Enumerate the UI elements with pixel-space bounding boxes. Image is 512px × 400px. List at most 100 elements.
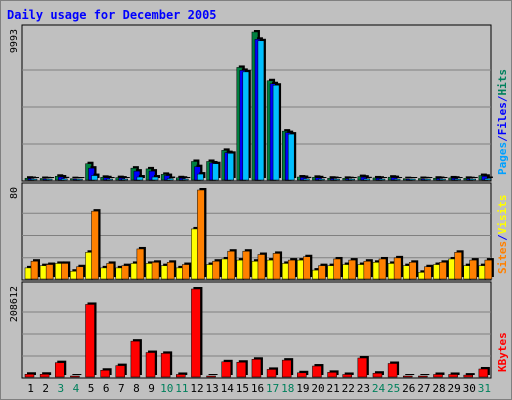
bar-kbytes-day-22 [342, 374, 352, 378]
bar-pages-day-12 [197, 173, 204, 181]
x-tick-label: 19 [296, 382, 309, 395]
bar-kbytes-day-25 [387, 363, 398, 378]
bar-pages-day-2-shadow [48, 177, 55, 178]
x-tick-label: 28 [432, 382, 445, 395]
legend-requests: Pages/Files/Hits [496, 69, 509, 175]
bar-pages-day-17 [272, 84, 280, 181]
bar-sites-day-1 [30, 260, 39, 280]
x-tick-label: 9 [148, 382, 155, 395]
bar-kbytes-day-1 [24, 374, 35, 378]
x-tick-label: 13 [205, 382, 218, 395]
y-max-label-requests: 9993 [9, 29, 20, 53]
bar-pages-day-23-shadow [365, 176, 372, 178]
legend-entry: / [496, 95, 509, 102]
bar-pages-day-1-shadow [33, 177, 39, 178]
bar-sites-day-22 [348, 259, 356, 280]
bar-kbytes-day-24 [372, 372, 383, 378]
x-tick-label: 18 [281, 382, 294, 395]
bar-pages-day-22-shadow [350, 177, 357, 178]
bar-pages-day-23 [363, 178, 371, 181]
bar-pages-day-16 [257, 40, 265, 181]
x-tick-label: 17 [266, 382, 279, 395]
bar-kbytes-day-31 [478, 368, 489, 378]
legend-entry: KBytes [496, 332, 509, 372]
bar-sites-day-23 [363, 260, 372, 280]
panel-requests: 9993 Pages/Files/Hits [9, 24, 509, 182]
bar-kbytes-day-23 [357, 357, 368, 378]
bar-sites-day-16 [257, 254, 266, 280]
bar-sites-day-26 [408, 262, 417, 280]
bar-kbytes-day-2-shadow [42, 372, 52, 375]
bar-sites-day-18 [287, 259, 296, 280]
legend-kbytes: KBytes [496, 332, 509, 372]
bar-files-day-19-shadow [302, 175, 309, 178]
bar-pages-day-9-shadow [154, 175, 161, 178]
bar-pages-day-6-shadow [108, 177, 115, 178]
bar-pages-day-10 [166, 178, 174, 181]
bar-pages-day-27 [424, 178, 431, 181]
x-tick-label: 27 [417, 382, 430, 395]
bar-pages-day-25-shadow [396, 177, 403, 178]
panel-visits: 80 Sites/Visits [9, 182, 509, 281]
x-tick-label: 3 [58, 382, 65, 395]
x-tick-label: 30 [463, 382, 476, 395]
bar-kbytes-day-22-shadow [344, 372, 354, 375]
bar-kbytes-day-13-shadow [208, 374, 218, 375]
bar-pages-day-25 [393, 178, 401, 181]
bar-pages-day-26-shadow [411, 177, 418, 178]
bar-kbytes-day-13 [206, 375, 216, 378]
x-tick-label: 2 [42, 382, 49, 395]
x-tick-label: 22 [342, 382, 355, 395]
bar-kbytes-day-14 [221, 361, 231, 378]
bar-pages-day-9 [151, 176, 159, 181]
x-tick-label: 26 [402, 382, 415, 395]
legend-entry: Visits [496, 195, 509, 235]
bar-pages-day-20-shadow [320, 177, 327, 178]
bar-kbytes-day-5 [85, 304, 95, 378]
bar-pages-day-31-shadow [486, 176, 493, 178]
x-tick-label: 5 [88, 382, 95, 395]
legend-entry: / [496, 234, 509, 241]
bar-sites-day-19 [303, 256, 311, 280]
bar-pages-day-8-shadow [138, 175, 145, 178]
bar-sites-day-20 [318, 265, 326, 280]
bar-kbytes-day-4 [70, 375, 80, 378]
bar-sites-day-25 [393, 257, 402, 280]
bar-sites-day-10 [166, 262, 175, 280]
bar-sites-day-13 [212, 260, 220, 280]
x-tick-label: 16 [251, 382, 264, 395]
bar-kbytes-day-28-shadow [435, 372, 445, 375]
bar-files-day-23-shadow [362, 175, 369, 178]
bar-pages-day-14 [227, 153, 234, 181]
y-max-label-kbytes: 208612 [9, 286, 20, 322]
x-tick-label: 24 [372, 382, 386, 395]
bar-pages-day-28-shadow [441, 177, 448, 178]
x-tick-label: 14 [221, 382, 235, 395]
x-tick-label: 21 [327, 382, 340, 395]
legend-visits: Sites/Visits [496, 195, 509, 275]
bar-kbytes-day-4-shadow [72, 374, 82, 375]
x-tick-label: 8 [133, 382, 140, 395]
bar-sites-day-14 [227, 250, 235, 280]
bar-pages-day-30 [469, 178, 476, 181]
bar-kbytes-day-26-shadow [405, 374, 415, 375]
bar-sites-day-15 [242, 250, 251, 280]
bar-pages-day-30-shadow [471, 177, 478, 178]
bar-pages-day-19-shadow [305, 176, 312, 178]
bar-pages-day-24 [378, 178, 386, 181]
legend-entry: Sites [496, 241, 509, 274]
bar-kbytes-day-30-shadow [465, 373, 475, 375]
bar-sites-day-7 [121, 265, 130, 280]
bar-files-day-3-shadow [60, 175, 67, 178]
bar-pages-day-8 [136, 176, 144, 181]
bar-files-day-25-shadow [393, 175, 400, 178]
x-tick-label: 31 [478, 382, 491, 395]
bar-pages-day-19 [303, 178, 310, 181]
bar-sites-day-27 [424, 266, 432, 280]
bar-pages-day-3 [61, 178, 68, 181]
bar-files-day-20-shadow [317, 175, 324, 178]
bar-pages-day-15 [242, 71, 250, 181]
bar-pages-day-21 [333, 178, 340, 181]
x-tick-label: 1 [27, 382, 34, 395]
